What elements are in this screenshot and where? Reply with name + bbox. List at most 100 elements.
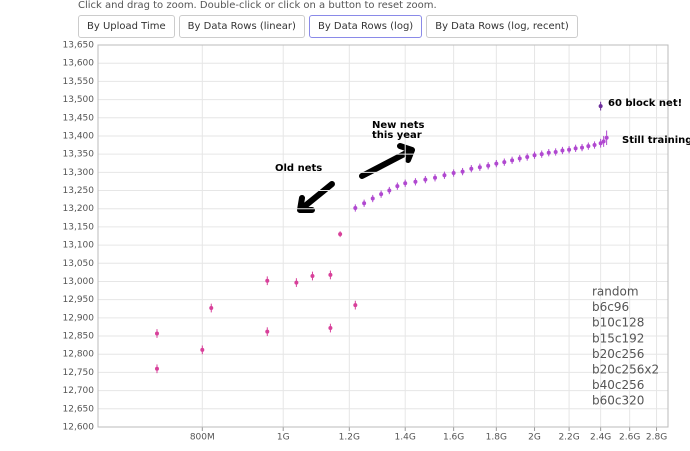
point <box>154 331 159 336</box>
y-tick-label: 13,200 <box>63 204 95 214</box>
y-tick-label: 13,450 <box>63 113 95 123</box>
point <box>362 201 367 206</box>
point <box>580 145 585 150</box>
point <box>379 192 384 197</box>
annotation: 60 block net! <box>608 98 682 109</box>
view-button[interactable]: By Data Rows (log) <box>308 15 423 38</box>
point <box>598 104 603 109</box>
y-tick-label: 12,850 <box>63 332 95 342</box>
x-tick-label: 2.2G <box>558 433 579 443</box>
y-tick-label: 13,050 <box>63 259 95 269</box>
point <box>502 160 507 165</box>
y-tick-label: 13,550 <box>63 77 95 87</box>
point <box>423 177 428 182</box>
point <box>328 272 333 277</box>
legend-entry: b60c320 <box>592 394 644 408</box>
annotation: Old nets <box>275 163 322 174</box>
point <box>451 171 456 176</box>
y-tick-label: 13,300 <box>63 168 95 178</box>
point <box>460 169 465 174</box>
annotation: this year <box>372 130 422 141</box>
x-tick-label: 1.8G <box>486 433 507 443</box>
point <box>200 347 205 352</box>
x-tick-label: 1.4G <box>395 433 416 443</box>
legend-entry: b20c256x2 <box>592 363 659 377</box>
y-tick-label: 12,950 <box>63 295 95 305</box>
point <box>598 141 603 146</box>
x-tick-label: 1G <box>277 433 290 443</box>
y-tick-label: 13,350 <box>63 150 95 160</box>
point <box>517 156 522 161</box>
y-tick-label: 13,500 <box>63 95 95 105</box>
plot-frame <box>97 44 669 428</box>
legend-entry: b6c96 <box>592 300 629 314</box>
point <box>553 149 558 154</box>
point <box>328 326 333 331</box>
point <box>433 175 438 180</box>
point <box>510 158 515 163</box>
arrow <box>359 143 415 179</box>
point <box>353 303 358 308</box>
point <box>370 196 375 201</box>
point <box>403 181 408 186</box>
point <box>494 161 499 166</box>
instructions: Click and drag to zoom. Double-click or … <box>78 0 437 11</box>
y-tick-label: 12,900 <box>63 313 95 323</box>
point <box>265 329 270 334</box>
point <box>395 184 400 189</box>
point <box>265 278 270 283</box>
view-button[interactable]: By Upload Time <box>78 15 175 38</box>
annotation: New nets <box>372 120 425 131</box>
x-tick-label: 2.6G <box>619 433 640 443</box>
arrow <box>297 181 335 213</box>
point <box>469 166 474 171</box>
point <box>604 135 609 140</box>
point <box>442 173 447 178</box>
y-tick-label: 13,650 <box>63 41 95 51</box>
x-tick-label: 1.2G <box>339 433 360 443</box>
point <box>387 188 392 193</box>
point <box>532 153 537 158</box>
legend-entry: b15c192 <box>592 331 644 345</box>
y-tick-label: 13,100 <box>63 241 95 251</box>
legend-entry: random <box>592 285 639 299</box>
legend-entry: b20c256 <box>592 347 644 361</box>
y-tick-label: 13,250 <box>63 186 95 196</box>
point <box>477 165 482 170</box>
x-tick-label: 2.4G <box>590 433 611 443</box>
y-tick-label: 13,000 <box>63 277 95 287</box>
y-tick-label: 12,600 <box>63 423 95 433</box>
point <box>539 152 544 157</box>
y-tick-label: 12,650 <box>63 404 95 414</box>
legend-entry: b40c256 <box>592 378 644 392</box>
point <box>567 147 572 152</box>
point <box>294 280 299 285</box>
point <box>486 163 491 168</box>
legend-entry: b10c128 <box>592 316 644 330</box>
view-button[interactable]: By Data Rows (linear) <box>178 15 305 38</box>
button-bar: By Upload Time By Data Rows (linear) By Da… <box>78 15 578 38</box>
view-button[interactable]: By Data Rows (log, recent) <box>426 15 578 38</box>
point <box>353 205 358 210</box>
point <box>546 150 551 155</box>
x-tick-label: 2G <box>528 433 541 443</box>
annotation: Still training! <box>622 135 690 146</box>
x-tick-label: 2.8G <box>646 433 667 443</box>
point <box>560 148 565 153</box>
x-tick-label: 800M <box>190 433 215 443</box>
point <box>413 179 418 184</box>
y-tick-label: 13,400 <box>63 131 95 141</box>
y-tick-label: 12,800 <box>63 350 95 360</box>
x-tick-label: 1.6G <box>443 433 464 443</box>
y-tick-label: 12,700 <box>63 386 95 396</box>
point <box>338 232 343 237</box>
point <box>573 146 578 151</box>
point <box>601 139 606 144</box>
point <box>525 155 530 160</box>
point <box>592 143 597 148</box>
y-tick-label: 12,750 <box>63 368 95 378</box>
y-tick-label: 13,150 <box>63 222 95 232</box>
point <box>586 144 591 149</box>
